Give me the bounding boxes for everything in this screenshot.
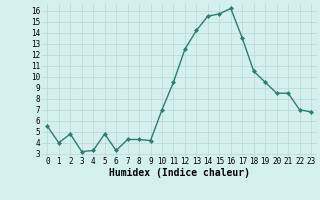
X-axis label: Humidex (Indice chaleur): Humidex (Indice chaleur) (109, 168, 250, 178)
